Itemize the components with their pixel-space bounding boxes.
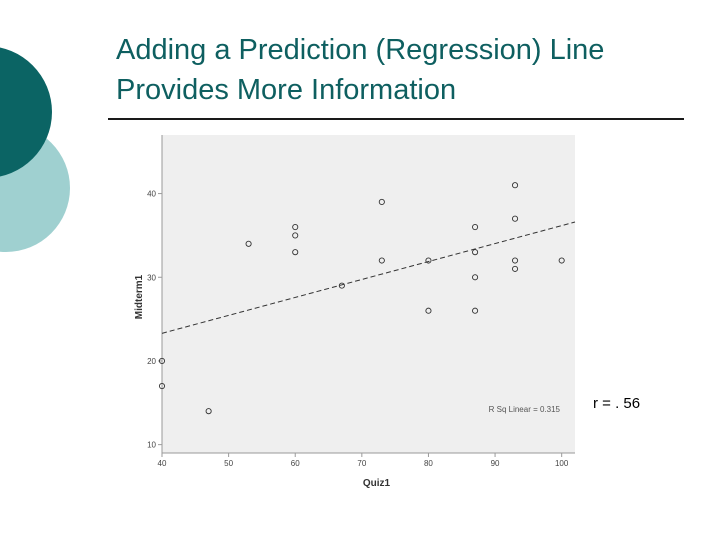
data-point (378, 257, 385, 264)
x-tick-label: 40 (158, 459, 167, 468)
plot-area (162, 135, 575, 453)
data-point (378, 198, 385, 205)
data-point (292, 224, 299, 231)
data-point (425, 307, 432, 314)
data-point (511, 215, 519, 222)
data-point (511, 257, 519, 264)
slide-title-line-1: Adding a Prediction (Regression) Line (116, 34, 605, 66)
data-point (472, 274, 479, 281)
decor-circle-dark (0, 47, 52, 177)
x-tick-label: 70 (357, 459, 366, 468)
data-point (472, 224, 479, 231)
x-tick-label: 50 (224, 459, 233, 468)
x-tick-label: 80 (424, 459, 433, 468)
data-point (558, 257, 565, 264)
y-tick-label: 20 (147, 357, 156, 366)
data-point (158, 357, 166, 364)
data-point (511, 265, 519, 272)
regression-line (161, 221, 576, 334)
x-axis-label: Quiz1 (363, 478, 391, 489)
slide-decoration (0, 47, 70, 252)
correlation-label: r = . 56 (593, 395, 641, 412)
r-squared-annotation: R Sq Linear = 0.315 (489, 405, 561, 414)
x-tick-label: 60 (291, 459, 300, 468)
data-point (205, 408, 212, 415)
data-point (292, 232, 299, 239)
scatter-chart: 40 50 60 70 80 90 100 10 20 30 40 Quiz1 Midterm1 R Sq… (134, 135, 576, 489)
y-axis-label: Midterm1 (134, 274, 145, 319)
x-tick-label: 100 (555, 459, 569, 468)
data-point (425, 257, 432, 264)
y-tick-label: 30 (147, 273, 156, 282)
data-point (245, 240, 252, 247)
title-divider (108, 118, 684, 120)
data-point (158, 383, 166, 390)
y-tick-label: 40 (147, 190, 156, 199)
data-point (472, 307, 479, 314)
data-point (511, 182, 519, 189)
x-tick-label: 90 (491, 459, 500, 468)
slide-title-line-2: Provides More Information (116, 74, 457, 106)
data-point (472, 249, 479, 256)
data-point (338, 282, 345, 289)
y-tick-label: 10 (147, 441, 156, 450)
data-point (292, 249, 299, 256)
